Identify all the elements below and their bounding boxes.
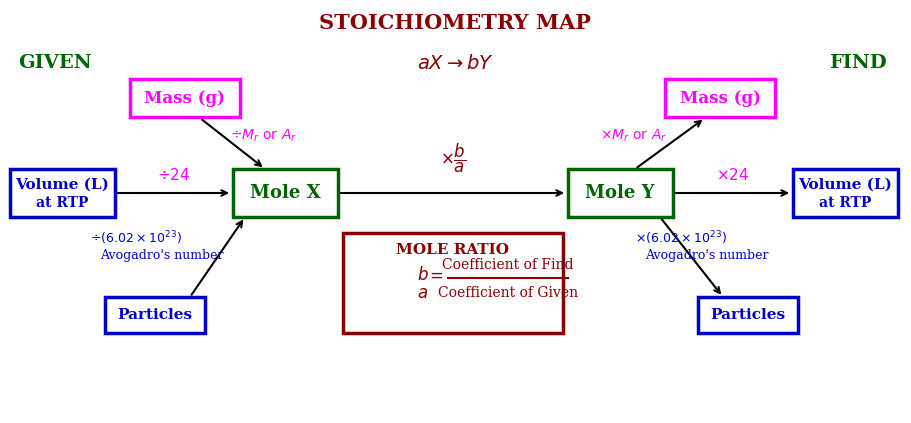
Text: Mole Y: Mole Y [585,184,655,202]
Text: Mass (g): Mass (g) [145,90,226,107]
FancyBboxPatch shape [130,79,240,117]
FancyBboxPatch shape [343,233,563,333]
Text: $\times M_r\ \mathrm{or}\ A_r$: $\times M_r\ \mathrm{or}\ A_r$ [600,128,667,144]
Text: GIVEN: GIVEN [18,54,92,72]
Text: Mass (g): Mass (g) [680,90,761,107]
Text: Avogadro's number: Avogadro's number [645,248,769,261]
Text: Volume (L): Volume (L) [798,178,892,192]
FancyBboxPatch shape [232,169,337,217]
Text: FIND: FIND [829,54,887,72]
Text: Particles: Particles [118,308,192,322]
Text: $=$: $=$ [426,266,444,283]
FancyBboxPatch shape [9,169,115,217]
Text: $a$: $a$ [417,285,428,302]
Text: STOICHIOMETRY MAP: STOICHIOMETRY MAP [319,13,591,33]
Text: MOLE RATIO: MOLE RATIO [396,243,509,257]
FancyBboxPatch shape [568,169,672,217]
Text: Avogadro's number: Avogadro's number [100,248,223,261]
Text: $\div 24$: $\div 24$ [157,167,190,183]
Text: at RTP: at RTP [819,196,871,210]
Text: $\div M_r\ \mathrm{or}\ A_r$: $\div M_r\ \mathrm{or}\ A_r$ [230,128,297,144]
Text: at RTP: at RTP [36,196,88,210]
Text: Mole X: Mole X [250,184,321,202]
Text: $\times (6.02 \times 10^{23})$: $\times (6.02 \times 10^{23})$ [635,229,727,247]
Text: $\times\dfrac{b}{a}$: $\times\dfrac{b}{a}$ [440,142,466,175]
Text: $\div (6.02 \times 10^{23})$: $\div (6.02 \times 10^{23})$ [90,229,182,247]
Text: $\times 24$: $\times 24$ [716,167,749,183]
Text: Particles: Particles [711,308,785,322]
Text: Coefficient of Find: Coefficient of Find [442,258,574,272]
Text: $b$: $b$ [417,266,429,284]
Text: Coefficient of Given: Coefficient of Given [438,286,578,300]
FancyBboxPatch shape [793,169,897,217]
FancyBboxPatch shape [665,79,775,117]
FancyBboxPatch shape [105,297,205,333]
FancyBboxPatch shape [698,297,798,333]
Text: $aX \rightarrow bY$: $aX \rightarrow bY$ [416,53,494,72]
Text: Volume (L): Volume (L) [15,178,109,192]
